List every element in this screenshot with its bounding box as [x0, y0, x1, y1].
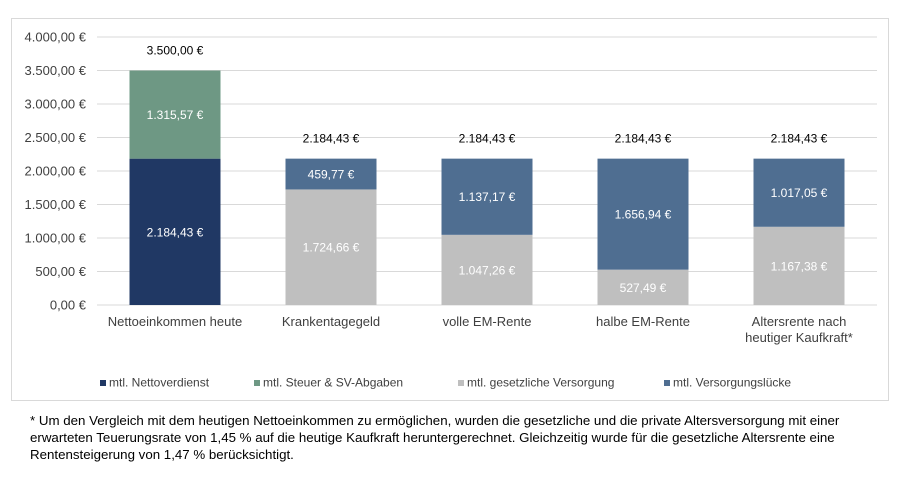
data-label: 1.167,38 €	[771, 259, 828, 273]
bar-segment	[129, 158, 221, 305]
data-label: 1.315,57 €	[147, 108, 204, 122]
bar-segment	[753, 226, 845, 305]
legend-swatch	[664, 380, 670, 386]
category-label: Nettoeinkommen heute	[108, 314, 242, 329]
total-label: 3.500,00 €	[147, 44, 204, 58]
legend-label: mtl. Nettoverdienst	[109, 376, 210, 390]
category-label: Altersrente nach	[752, 314, 847, 329]
data-label: 527,49 €	[620, 281, 667, 295]
footnote: * Um den Vergleich mit dem heutigen Nett…	[30, 413, 840, 462]
bar-segment	[285, 158, 377, 190]
category-label: volle EM-Rente	[443, 314, 532, 329]
bar-segment	[597, 158, 689, 270]
data-label: 459,77 €	[308, 168, 355, 182]
legend-swatch	[458, 380, 464, 386]
total-label: 2.184,43 €	[303, 132, 360, 146]
bar-segment	[285, 189, 377, 305]
data-label: 1.137,17 €	[459, 190, 516, 204]
y-tick-label: 4.000,00 €	[25, 30, 87, 45]
legend-label: mtl. Steuer & SV-Abgaben	[263, 376, 403, 390]
data-label: 1.047,26 €	[459, 263, 516, 277]
y-tick-label: 2.000,00 €	[25, 164, 87, 179]
bar-segment	[597, 269, 689, 305]
total-label: 2.184,43 €	[771, 132, 828, 146]
data-label: 1.656,94 €	[615, 208, 672, 222]
data-label: 2.184,43 €	[147, 225, 204, 239]
y-tick-label: 3.000,00 €	[25, 97, 87, 112]
y-tick-label: 1.000,00 €	[25, 231, 87, 246]
total-label: 2.184,43 €	[459, 132, 516, 146]
category-label: Krankentagegeld	[282, 314, 380, 329]
bar-segment	[441, 234, 533, 305]
bar-segment	[441, 158, 533, 235]
category-label: heutiger Kaufkraft*	[745, 330, 853, 345]
y-tick-label: 0,00 €	[50, 298, 87, 313]
y-tick-label: 3.500,00 €	[25, 63, 87, 78]
y-tick-label: 1.500,00 €	[25, 197, 87, 212]
legend-label: mtl. gesetzliche Versorgung	[467, 376, 614, 390]
legend-swatch	[100, 380, 106, 386]
total-label: 2.184,43 €	[615, 132, 672, 146]
stacked-bar-chart: 0,00 € 500,00 € 1.000,00 € 1.500,00 € 2.000,…	[25, 30, 877, 390]
data-label: 1.017,05 €	[771, 186, 828, 200]
y-tick-label: 2.500,00 €	[25, 130, 87, 145]
legend-swatch	[254, 380, 260, 386]
legend-label: mtl. Versorgungslücke	[673, 376, 791, 390]
category-label: halbe EM-Rente	[596, 314, 690, 329]
y-tick-label: 500,00 €	[35, 264, 86, 279]
data-label: 1.724,66 €	[303, 241, 360, 255]
bar-segment	[753, 158, 845, 227]
bar-segment	[129, 70, 221, 159]
